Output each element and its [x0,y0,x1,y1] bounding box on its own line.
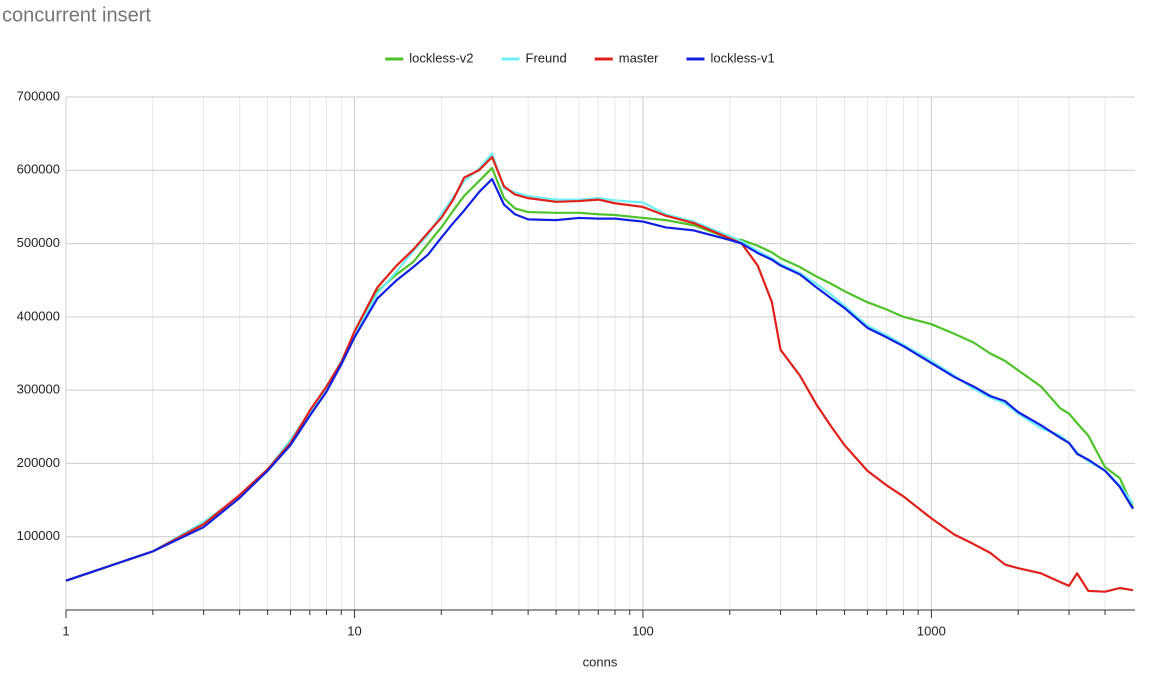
y-tick-label: 200000 [17,455,60,470]
legend-label: lockless-v2 [409,50,473,65]
x-tick-label: 100 [632,623,654,638]
y-tick-label: 100000 [17,528,60,543]
x-tick-label: 1 [62,623,69,638]
series-line [65,155,1134,593]
series-line [65,177,1134,582]
y-tick-label: 600000 [17,162,60,177]
x-axis-label: conns [583,654,618,669]
chart-title: concurrent insert [2,4,151,26]
series-line [65,166,1135,582]
y-tick-label: 500000 [17,235,60,250]
legend-label: Freund [526,50,567,65]
y-tick-label: 300000 [17,382,60,397]
series-line [65,152,1134,582]
y-tick-label: 400000 [17,308,60,323]
legend-label: master [619,50,659,65]
x-tick-label: 10 [347,623,361,638]
legend-label: lockless-v1 [710,50,774,65]
y-tick-label: 700000 [17,88,60,103]
x-tick-label: 1000 [917,623,946,638]
